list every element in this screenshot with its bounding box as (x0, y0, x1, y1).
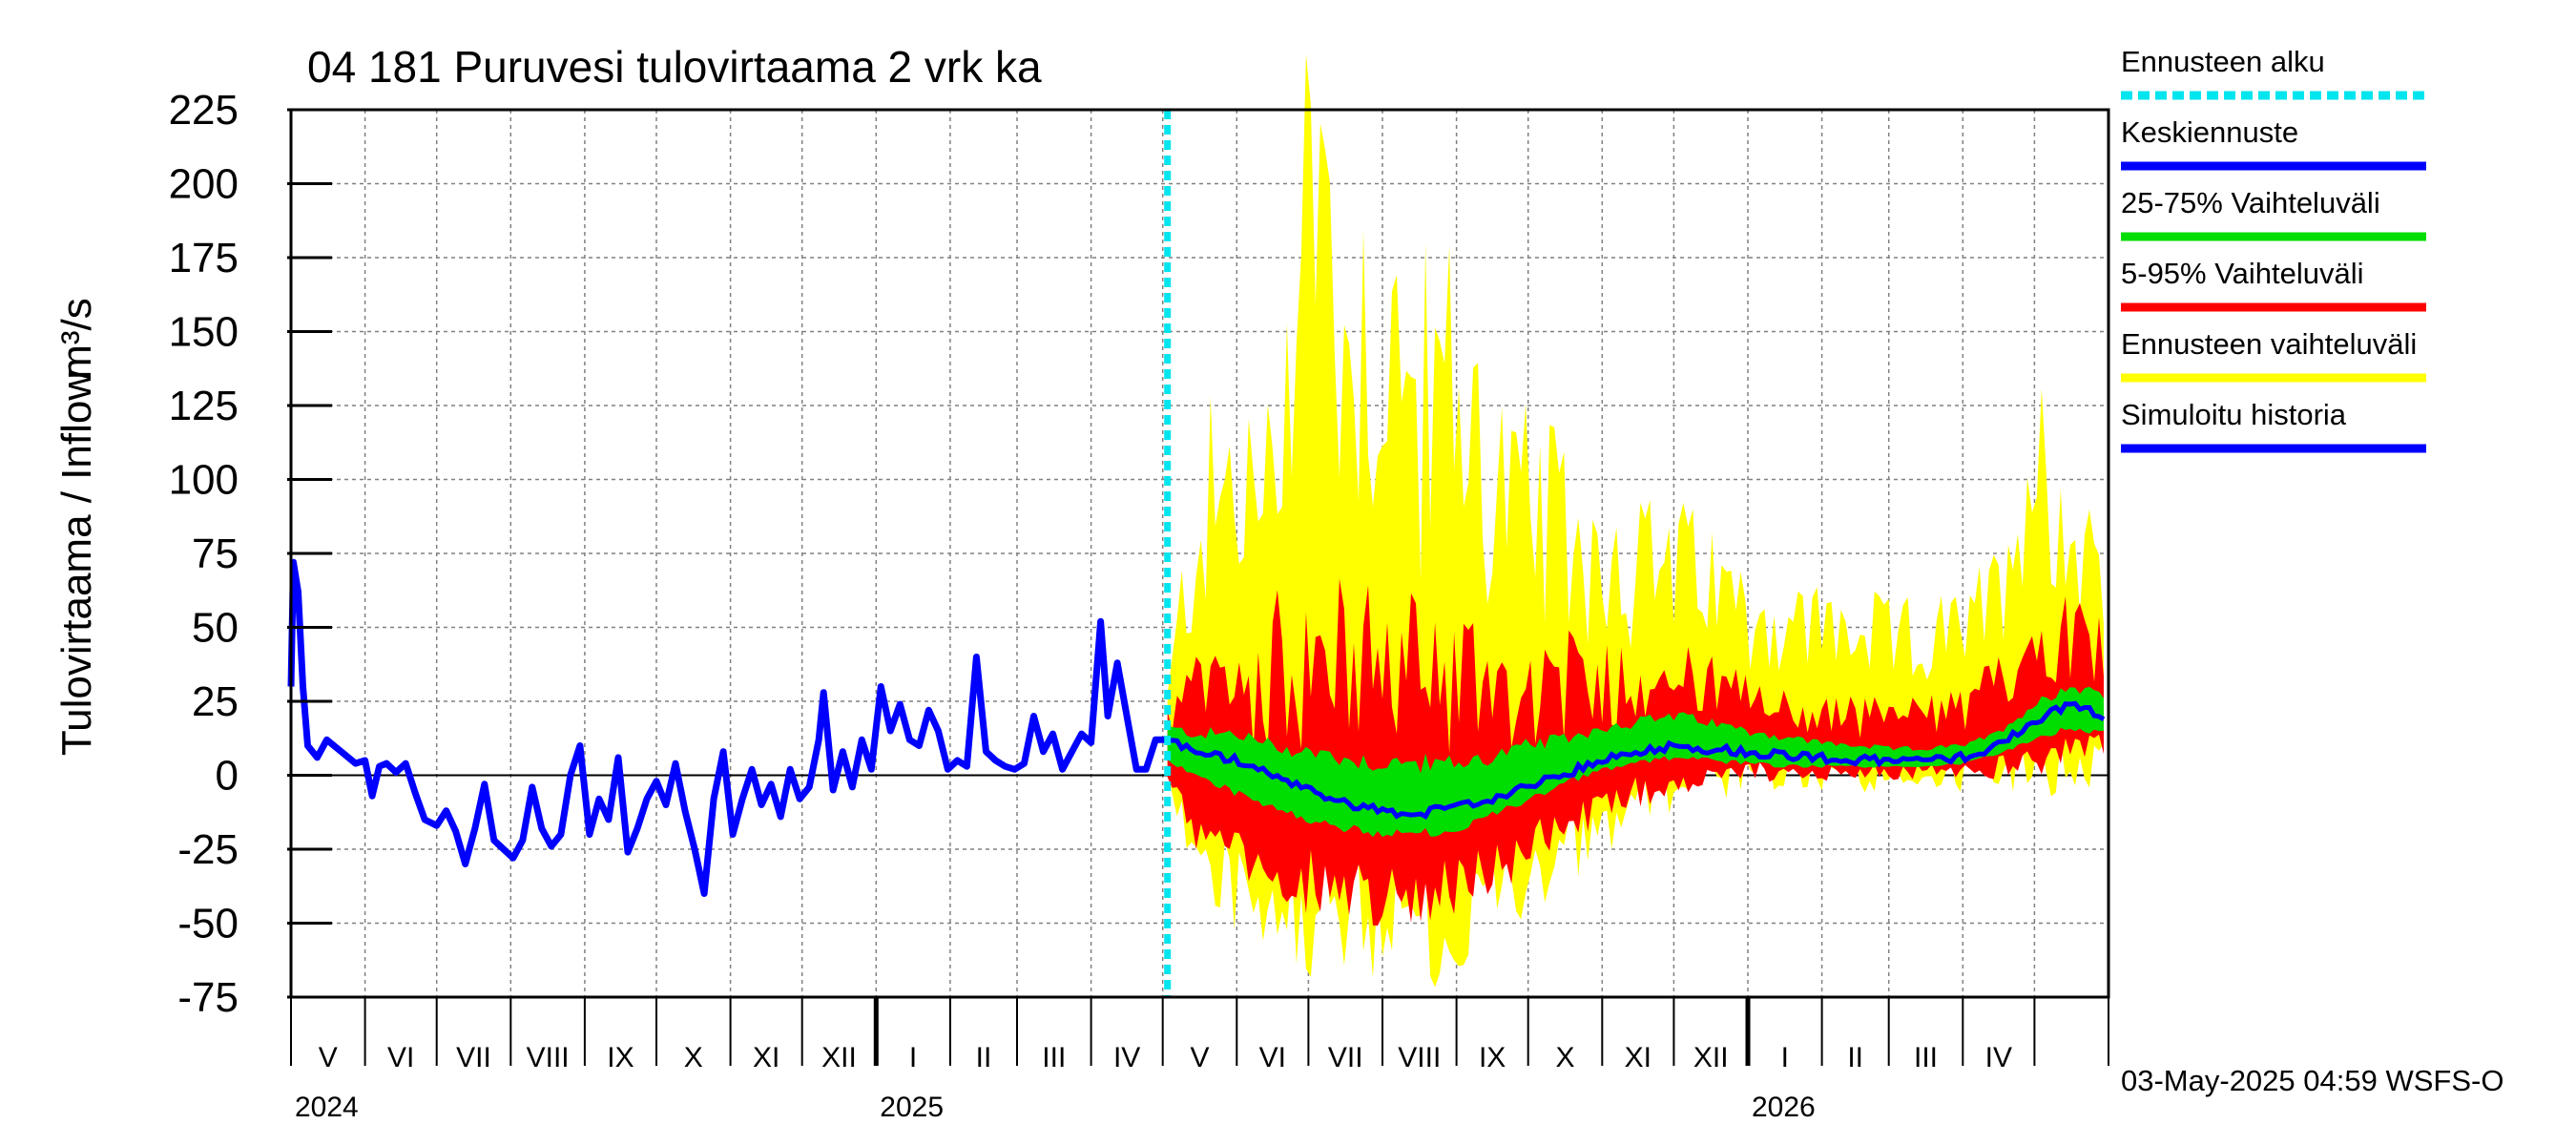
legend-label: Ennusteen alku (2121, 45, 2325, 78)
x-month-label: VII (456, 1042, 491, 1073)
x-year-label: 2026 (1752, 1092, 1816, 1123)
x-month-label: II (976, 1042, 992, 1073)
y-tick-label: 200 (169, 161, 239, 208)
x-month-label: I (1781, 1042, 1789, 1073)
timestamp-footer: 03-May-2025 04:59 WSFS-O (2121, 1064, 2503, 1097)
legend: Ennusteen alku Keskiennuste 25-75% Vaihtel… (2121, 45, 2426, 453)
median-forecast-line (1167, 700, 2106, 821)
legend-label: 5-95% Vaihteluväli (2121, 257, 2363, 290)
x-month-label: IX (607, 1042, 634, 1073)
data-lines (287, 110, 2106, 997)
y-tick-label: -75 (177, 974, 239, 1021)
x-month-label: XI (753, 1042, 779, 1073)
x-month-label: IV (1985, 1042, 2012, 1073)
legend-label: Simuloitu historia (2121, 398, 2347, 431)
x-month-label: V (319, 1042, 338, 1073)
legend-label: Ennusteen vaihteluväli (2121, 327, 2417, 361)
y-tick-label: -50 (177, 901, 239, 947)
x-month-label: IV (1113, 1042, 1140, 1073)
y-axis-ticks: 225 200 175 150 125 100 75 50 25 0 -25 -50 -75 (169, 87, 332, 1021)
legend-label: Keskiennuste (2121, 115, 2298, 149)
x-month-label: IX (1479, 1042, 1506, 1073)
y-tick-label: 0 (216, 753, 239, 800)
chart-title: 04 181 Puruvesi tulovirtaama 2 vrk ka (307, 42, 1042, 92)
band-25-75 (1167, 686, 2104, 838)
x-month-label: X (1555, 1042, 1574, 1073)
legend-label: 25-75% Vaihteluväli (2121, 186, 2380, 219)
x-month-label: XII (1693, 1042, 1729, 1073)
x-month-label: VIII (1398, 1042, 1441, 1073)
x-month-label: XII (821, 1042, 857, 1073)
y-tick-label: 100 (169, 457, 239, 504)
x-month-label: VII (1328, 1042, 1363, 1073)
simulated-history-line (287, 558, 1168, 897)
x-month-label: VIII (527, 1042, 570, 1073)
y-tick-label: 50 (192, 605, 239, 652)
x-month-label: VI (387, 1042, 414, 1073)
x-month-label: I (909, 1042, 917, 1073)
x-axis: V VI VII VIII IX X XI XII I II III IV V VI VII VIII IX X X… (290, 997, 2109, 1123)
x-year-label: 2025 (880, 1092, 944, 1123)
y-tick-label: -25 (177, 826, 239, 873)
x-month-label: VI (1259, 1042, 1286, 1073)
x-month-label: III (1042, 1042, 1066, 1073)
x-month-label: V (1190, 1042, 1209, 1073)
x-month-label: II (1847, 1042, 1863, 1073)
y-tick-label: 125 (169, 383, 239, 429)
x-month-label: X (684, 1042, 703, 1073)
y-tick-label: 225 (169, 87, 239, 134)
y-tick-label: 25 (192, 678, 239, 725)
x-month-label: XI (1625, 1042, 1652, 1073)
x-year-label: 2024 (295, 1092, 359, 1123)
y-axis-label: Tulovirtaama / Inflow (53, 370, 100, 757)
y-tick-label: 175 (169, 235, 239, 281)
y-tick-label: 75 (192, 531, 239, 577)
y-axis-unit: m³/s (53, 298, 100, 380)
y-tick-label: 150 (169, 309, 239, 356)
x-month-label: III (1914, 1042, 1938, 1073)
